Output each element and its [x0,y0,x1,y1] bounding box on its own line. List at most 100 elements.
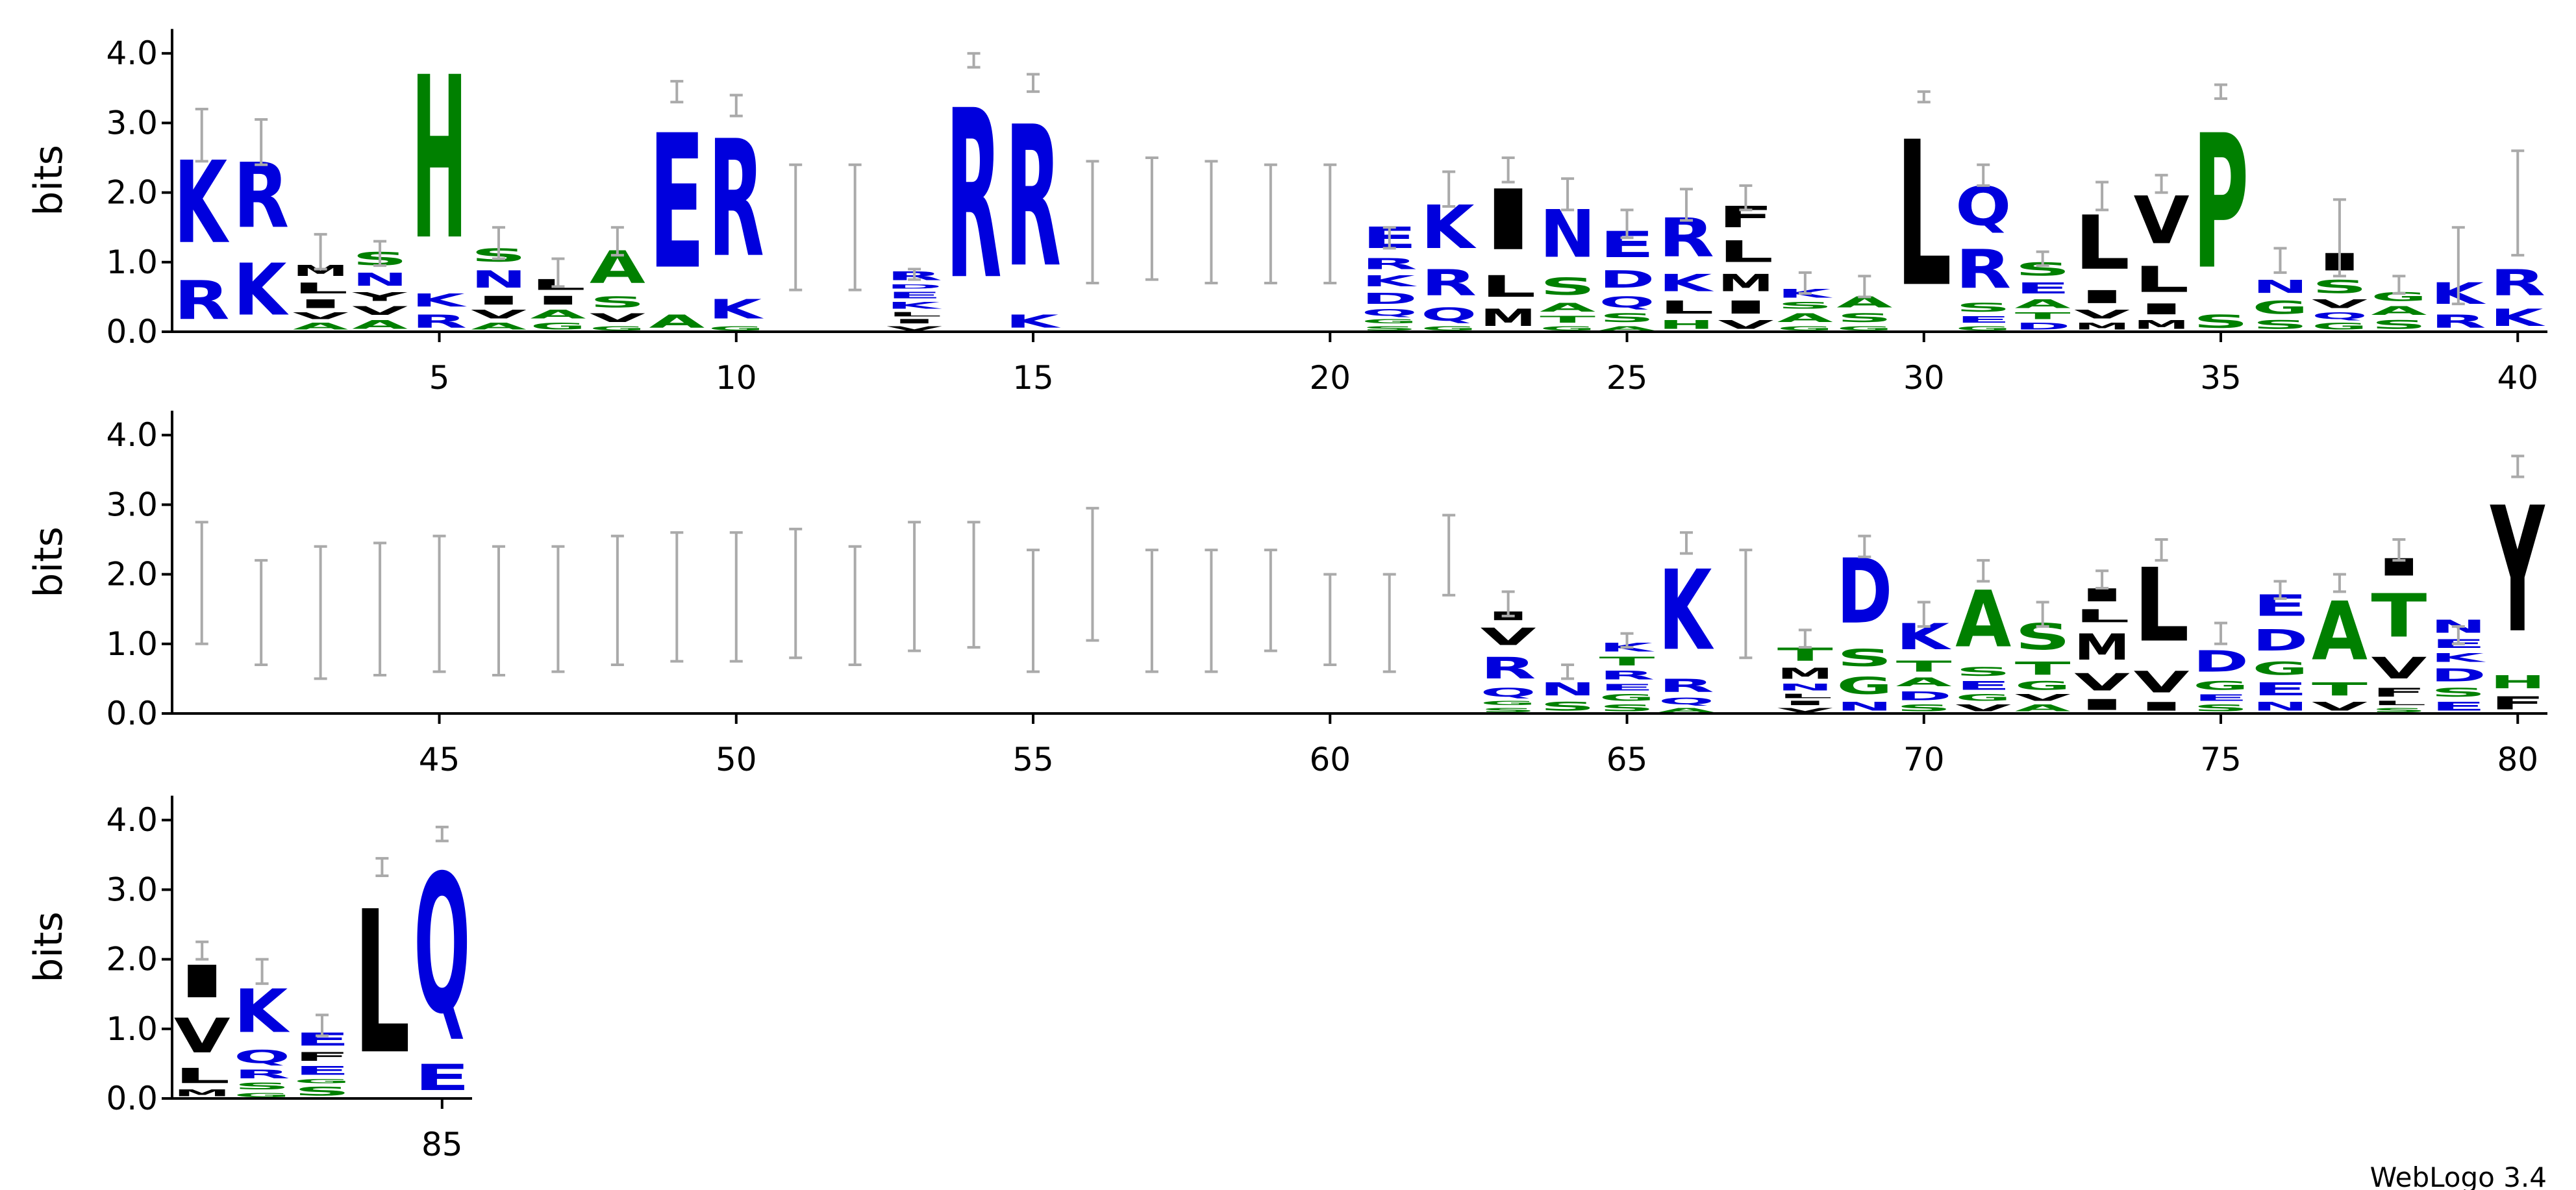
letter: V [2134,183,2190,259]
error-bar [316,1013,329,1037]
letter: V [886,325,942,332]
error-bar [2332,573,2346,593]
x-tick-label: 25 [1607,359,1648,397]
letter: R [708,107,764,293]
letter: Y [2490,471,2545,671]
error-bar [1561,663,1575,680]
y-axis-label: bits [26,911,71,983]
letter: R [2490,262,2545,304]
letter: L [1777,693,1833,700]
error-bar [967,521,981,649]
y-tick-label: 2.0 [106,556,158,593]
error-bar [1858,275,1871,299]
error-bar [2214,621,2228,645]
error-bar [551,257,565,288]
letter: S [1540,700,1595,713]
letter: A [2312,585,2368,678]
letter: N [471,266,527,293]
letter: M [1718,269,1773,297]
letter: S [2193,703,2249,713]
x-tick-label: 65 [1607,741,1648,778]
letter: S [1836,644,1892,672]
letter: D [2193,644,2249,678]
letter: Q [1481,686,1536,700]
error-bar [1027,73,1040,93]
letter: Q [414,834,470,1056]
letter: V [2134,665,2190,699]
letter: E [1599,682,1655,693]
letter: D [2252,623,2308,658]
error-bar [1798,271,1812,295]
error-bar [2451,226,2465,306]
error-bar [1086,506,1099,642]
error-bar [195,521,208,645]
letter: I [530,293,586,307]
letter: I [174,956,231,1008]
error-bar [1917,601,1931,628]
letter: M [1481,304,1536,332]
letter: G [1540,325,1595,332]
y-tick-label: 2.0 [106,174,158,212]
letter: I [1718,297,1773,317]
letter: K [886,301,942,311]
letter: E [1955,314,2011,325]
y-tick-label: 1.0 [106,625,158,663]
error-bar [492,226,505,260]
letter: G [1836,672,1892,700]
letter: N [1540,678,1595,699]
letter: D [1599,266,1655,293]
letter: S [2431,686,2486,699]
error-bar [255,559,268,666]
letter: A [2015,297,2071,310]
letter: G [294,1078,351,1085]
error-bar [2036,601,2049,628]
letter: M [2074,321,2130,332]
error-bar [195,940,209,961]
letter: I [2134,301,2190,318]
letter: A [471,321,527,332]
letter: V [2074,668,2130,696]
letter: G [1955,693,2011,703]
x-tick-label: 20 [1309,359,1351,397]
letter: V [2371,651,2427,686]
letter: T [2371,582,2427,651]
letter: F [2490,693,2545,713]
letter: N [2252,276,2308,297]
error-bar [908,267,921,281]
letter: P [2193,96,2249,311]
letter: E [2252,679,2308,700]
x-tick-label: 50 [716,741,757,778]
error-bar [2095,569,2109,590]
error-bar [2036,250,2049,267]
error-bar [1620,208,1634,240]
letter: G [1421,325,1477,332]
letter: N [1777,682,1833,693]
letter: V [293,311,349,321]
error-bar [1858,534,1871,558]
letter: K [1005,311,1061,332]
letter: T [2312,678,2368,699]
error-bar [1620,632,1634,649]
letter: A [2015,703,2071,713]
letter: D [2431,665,2486,686]
letter: L [2074,200,2130,287]
error-bar [1264,549,1277,652]
error-bar [1027,549,1040,673]
letter: L [2134,259,2190,301]
letter: S [1777,301,1833,311]
letter: I [293,297,349,310]
y-tick-label: 0.0 [106,313,158,351]
x-tick-label: 70 [1903,741,1945,778]
letter: A [2371,304,2427,317]
letter: R [1955,238,2011,301]
letter: R [174,270,230,332]
letter: K [412,290,468,311]
error-bar [1145,549,1158,673]
error-bar [967,52,981,69]
letter: E [294,1064,351,1078]
letter: R [946,62,1002,332]
letter: I [1481,173,1536,269]
y-tick-label: 4.0 [106,34,158,72]
error-bar [2451,625,2465,645]
letter: F [294,1050,351,1063]
